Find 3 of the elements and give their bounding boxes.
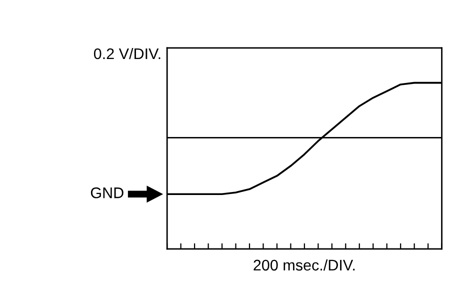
text: GND (90, 187, 124, 198)
x-axis-title: 200 msec./DIV. (254, 259, 355, 271)
y-axis-title: 0.2 V/DIV. (94, 48, 160, 60)
